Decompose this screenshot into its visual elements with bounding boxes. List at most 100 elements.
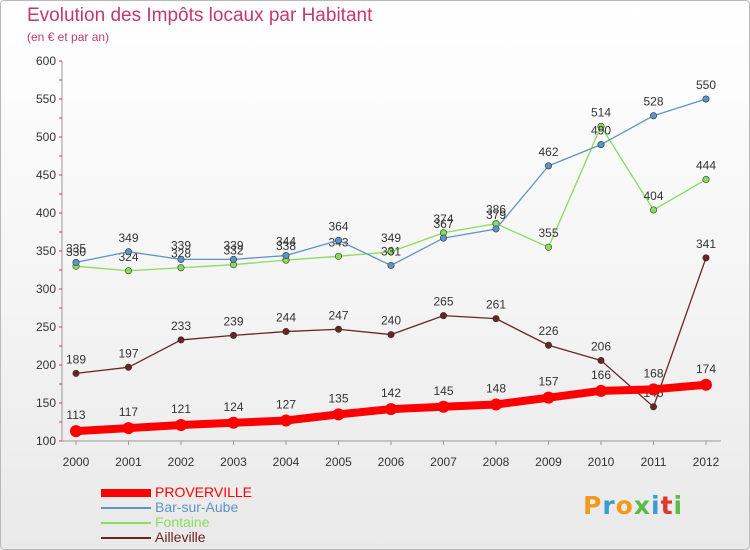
chart-subtitle: (en € et par an) <box>27 30 110 44</box>
data-label-bar-sur-aube: 349 <box>118 231 138 245</box>
data-point-proverville <box>70 425 82 438</box>
data-point-bar-sur-aube <box>597 141 605 149</box>
data-label-bar-sur-aube: 462 <box>538 145 558 159</box>
data-label-ailleville: 244 <box>276 311 296 325</box>
data-point-fontaine <box>334 252 342 260</box>
legend-label-bar-sur-aube: Bar-sur-Aube <box>155 499 239 515</box>
legend-label-ailleville: Ailleville <box>155 529 206 545</box>
x-tick-label: 2000 <box>63 455 90 469</box>
data-label-fontaine: 332 <box>223 244 243 258</box>
data-label-proverville: 142 <box>381 386 401 400</box>
data-label-bar-sur-aube: 364 <box>328 219 348 233</box>
x-tick-label: 2011 <box>641 455 667 469</box>
data-point-fontaine <box>177 264 185 272</box>
x-tick-label: 2001 <box>115 455 142 469</box>
data-point-proverville <box>595 384 607 397</box>
data-label-proverville: 174 <box>696 362 716 376</box>
logo-letter: t <box>660 491 674 520</box>
y-tick-label: 150 <box>36 396 56 410</box>
data-point-fontaine <box>597 122 605 130</box>
legend-swatch-bar-sur-aube <box>101 507 151 509</box>
y-tick-label: 200 <box>36 358 56 372</box>
data-point-proverville <box>542 391 555 404</box>
y-tick-label: 250 <box>36 320 56 334</box>
line-chart: 100 150 200 250 300 350 400 450 500 550 600 2000 200… <box>36 54 721 469</box>
y-tick-label: 400 <box>36 206 56 220</box>
data-point-bar-sur-aube <box>282 252 290 260</box>
legend-item-proverville[interactable]: PROVERVILLE <box>101 484 341 500</box>
legend-item-fontaine[interactable]: Fontaine <box>101 514 341 530</box>
data-point-proverville <box>490 398 502 411</box>
data-point-bar-sur-aube <box>334 236 342 244</box>
data-label-ailleville: 206 <box>591 339 611 353</box>
data-point-ailleville <box>387 331 395 339</box>
data-point-bar-sur-aube <box>230 255 238 263</box>
data-label-ailleville: 197 <box>118 346 138 360</box>
x-tick-label: 2003 <box>220 455 247 469</box>
data-label-ailleville: 189 <box>66 352 86 366</box>
data-point-ailleville <box>125 363 133 371</box>
legend-item-bar-sur-aube[interactable]: Bar-sur-Aube <box>101 499 341 515</box>
data-label-proverville: 157 <box>538 375 558 389</box>
data-label-bar-sur-aube: 379 <box>486 208 506 222</box>
legend-swatch-ailleville <box>101 537 151 539</box>
legend-swatch-proverville <box>101 489 151 497</box>
legend-item-ailleville[interactable]: Ailleville <box>101 529 341 545</box>
data-point-ailleville <box>649 403 657 411</box>
logo-letter: P <box>583 491 603 520</box>
data-point-ailleville <box>72 369 80 377</box>
chart-title: Evolution des Impôts locaux par Habitant <box>27 5 373 26</box>
data-label-fontaine: 444 <box>696 159 716 173</box>
data-point-bar-sur-aube <box>72 258 80 266</box>
data-label-bar-sur-aube: 550 <box>696 78 716 92</box>
logo-letter: x <box>633 491 651 520</box>
data-point-ailleville <box>334 325 342 333</box>
data-label-proverville: 166 <box>591 368 611 382</box>
data-label-ailleville: 233 <box>171 319 191 333</box>
y-tick-label: 550 <box>36 92 56 106</box>
data-label-proverville: 124 <box>223 400 243 414</box>
data-point-proverville <box>280 414 292 427</box>
data-label-ailleville: 247 <box>328 308 348 322</box>
data-point-bar-sur-aube <box>387 261 395 269</box>
x-tick-label: 2005 <box>325 455 352 469</box>
data-point-proverville <box>122 422 135 435</box>
data-point-ailleville <box>702 254 710 262</box>
data-label-proverville: 121 <box>171 402 191 416</box>
data-label-bar-sur-aube: 331 <box>381 244 401 258</box>
data-label-proverville: 117 <box>119 405 138 419</box>
data-label-bar-sur-aube: 490 <box>591 124 611 138</box>
data-label-proverville: 168 <box>643 366 663 380</box>
legend-swatch-fontaine <box>101 522 151 524</box>
x-tick-label: 2008 <box>483 455 510 469</box>
data-label-proverville: 148 <box>486 382 506 396</box>
data-label-bar-sur-aube: 528 <box>643 95 663 109</box>
legend-label-proverville: PROVERVILLE <box>155 484 253 500</box>
y-tick-label: 300 <box>36 282 56 296</box>
data-point-proverville <box>647 383 660 396</box>
data-point-ailleville <box>230 331 238 339</box>
data-point-fontaine <box>125 267 133 275</box>
y-tick-label: 350 <box>36 244 56 258</box>
data-point-fontaine <box>702 176 710 184</box>
data-point-fontaine <box>649 206 657 214</box>
data-label-ailleville: 240 <box>381 314 401 328</box>
data-label-fontaine: 404 <box>643 189 663 203</box>
data-point-bar-sur-aube <box>125 248 133 256</box>
y-tick-label: 450 <box>36 168 56 182</box>
data-point-ailleville <box>492 315 500 323</box>
data-label-fontaine: 386 <box>486 203 506 217</box>
data-point-ailleville <box>282 328 290 336</box>
data-label-ailleville: 226 <box>538 324 558 338</box>
data-point-ailleville <box>439 312 447 320</box>
data-label-proverville: 113 <box>66 408 85 422</box>
data-point-bar-sur-aube <box>649 112 657 120</box>
x-tick-label: 2006 <box>378 455 405 469</box>
data-label-fontaine: 338 <box>276 239 296 253</box>
proxiti-logo: Proxiti <box>583 491 683 520</box>
x-tick-label: 2012 <box>693 455 720 469</box>
data-label-ailleville: 341 <box>696 237 716 251</box>
data-label-fontaine: 355 <box>538 226 558 240</box>
data-point-bar-sur-aube <box>177 255 185 263</box>
